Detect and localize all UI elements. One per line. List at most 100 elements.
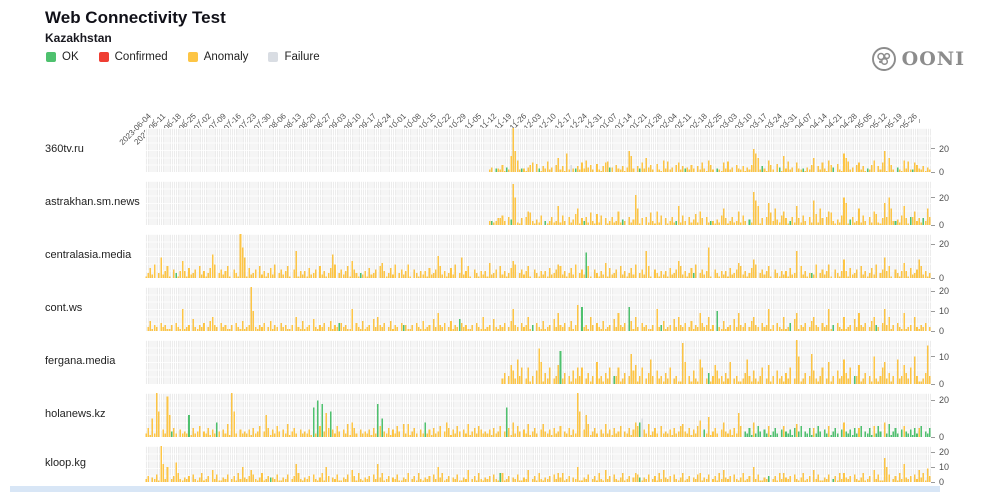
bar[interactable] [817, 166, 819, 172]
bar[interactable] [508, 216, 510, 225]
bar[interactable] [652, 479, 654, 482]
bar[interactable] [905, 373, 908, 384]
bar[interactable] [259, 426, 261, 437]
bar[interactable] [179, 329, 182, 331]
bar[interactable] [482, 433, 484, 437]
bar[interactable] [527, 424, 530, 437]
bar[interactable] [643, 429, 646, 437]
bar[interactable] [823, 327, 826, 331]
bar[interactable] [701, 218, 704, 225]
bar[interactable] [241, 321, 244, 331]
bar[interactable] [437, 467, 439, 482]
bar[interactable] [903, 160, 905, 172]
bar[interactable] [845, 431, 847, 438]
bar[interactable] [448, 427, 450, 437]
bar[interactable] [302, 480, 304, 483]
bar[interactable] [890, 329, 892, 331]
bar[interactable] [338, 480, 341, 483]
bar[interactable] [420, 429, 422, 437]
bar[interactable] [364, 271, 366, 278]
bar[interactable] [344, 325, 347, 331]
bar[interactable] [495, 327, 497, 331]
bar[interactable] [907, 223, 910, 225]
bar[interactable] [216, 474, 218, 483]
bar[interactable] [677, 162, 680, 172]
bar[interactable] [780, 429, 783, 437]
bar[interactable] [909, 216, 912, 225]
bar[interactable] [628, 216, 630, 225]
bar[interactable] [196, 329, 199, 331]
bar[interactable] [153, 264, 156, 278]
bar[interactable] [377, 404, 379, 437]
bar[interactable] [922, 327, 925, 331]
bar[interactable] [529, 165, 532, 172]
bar[interactable] [742, 166, 744, 172]
bar[interactable] [456, 327, 459, 331]
bar[interactable] [658, 327, 661, 331]
bar[interactable] [229, 435, 231, 437]
bar[interactable] [572, 370, 575, 384]
bar[interactable] [508, 427, 510, 437]
bar[interactable] [785, 271, 787, 278]
bar[interactable] [641, 418, 643, 437]
bar[interactable] [478, 276, 480, 278]
bar[interactable] [497, 329, 499, 331]
bar[interactable] [744, 271, 746, 278]
bar[interactable] [864, 373, 867, 384]
bar[interactable] [198, 266, 201, 278]
bar[interactable] [894, 427, 897, 437]
bar[interactable] [471, 479, 474, 482]
bar[interactable] [220, 480, 222, 483]
bar[interactable] [527, 266, 530, 278]
bar[interactable] [241, 247, 244, 278]
bar[interactable] [847, 433, 850, 437]
bar[interactable] [291, 479, 293, 482]
bar[interactable] [602, 480, 605, 483]
bar[interactable] [682, 166, 684, 172]
bar[interactable] [699, 211, 701, 225]
bar[interactable] [594, 269, 596, 278]
bar[interactable] [656, 433, 658, 437]
bar[interactable] [503, 480, 506, 483]
bar[interactable] [280, 269, 283, 278]
bar[interactable] [512, 128, 515, 172]
bar[interactable] [727, 223, 729, 225]
bar[interactable] [417, 327, 420, 331]
bar[interactable] [265, 415, 268, 437]
bar[interactable] [916, 433, 918, 437]
bar[interactable] [544, 373, 547, 384]
bar[interactable] [761, 166, 764, 172]
bar[interactable] [763, 168, 766, 172]
bar[interactable] [853, 272, 856, 278]
bar[interactable] [428, 429, 431, 437]
bar[interactable] [480, 429, 482, 437]
bar[interactable] [585, 252, 588, 278]
bar[interactable] [637, 166, 639, 172]
bar[interactable] [793, 319, 796, 331]
bar[interactable] [254, 433, 257, 437]
bar[interactable] [463, 327, 465, 331]
bar[interactable] [727, 378, 729, 385]
bar[interactable] [499, 426, 502, 437]
bar[interactable] [737, 313, 740, 331]
bar[interactable] [914, 211, 916, 225]
bar[interactable] [918, 329, 920, 331]
bar[interactable] [269, 435, 272, 437]
bar[interactable] [422, 321, 424, 331]
bar[interactable] [886, 170, 888, 172]
bar[interactable] [733, 427, 736, 437]
bar[interactable] [617, 431, 620, 438]
bar[interactable] [660, 170, 663, 172]
bar[interactable] [596, 323, 598, 331]
bar[interactable] [795, 313, 798, 331]
bar[interactable] [155, 327, 158, 331]
bar[interactable] [679, 266, 682, 278]
bar[interactable] [785, 218, 787, 225]
bar[interactable] [216, 327, 218, 331]
bar[interactable] [802, 327, 804, 331]
bar[interactable] [624, 323, 626, 331]
bar[interactable] [858, 162, 860, 172]
bar[interactable] [918, 218, 920, 225]
bar[interactable] [791, 216, 794, 225]
bar[interactable] [351, 470, 353, 482]
